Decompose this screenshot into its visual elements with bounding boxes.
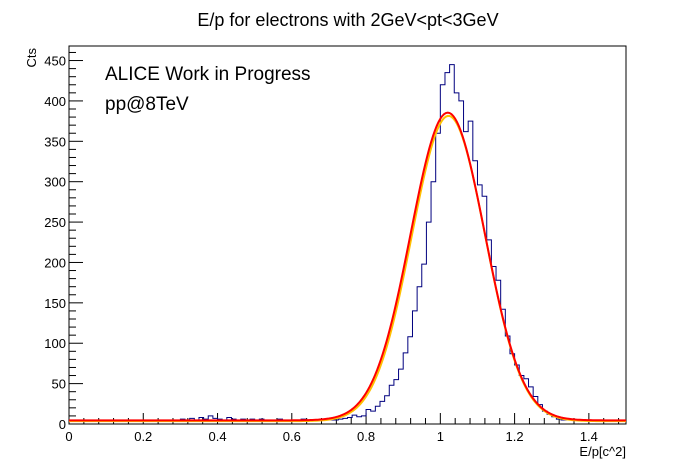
y-tick-label: 50 bbox=[52, 377, 66, 392]
y-tick-label: 250 bbox=[44, 215, 66, 230]
y-tick-label: 100 bbox=[44, 336, 66, 351]
x-tick-label: 0 bbox=[65, 429, 72, 444]
y-tick-label: 400 bbox=[44, 94, 66, 109]
x-tick-label: 0.8 bbox=[357, 429, 375, 444]
x-tick-label: 1 bbox=[437, 429, 444, 444]
fit-curve-red bbox=[69, 111, 626, 422]
histogram-series bbox=[69, 64, 608, 422]
x-axis-label: E/p[c^2] bbox=[579, 444, 626, 459]
annotation-alice: ALICE Work in Progress bbox=[105, 64, 311, 85]
y-tick-label: 450 bbox=[44, 54, 66, 69]
x-tick-label: 1.4 bbox=[580, 429, 598, 444]
chart-title: E/p for electrons with 2GeV<pt<3GeV bbox=[197, 10, 498, 30]
x-tick-label: 1.2 bbox=[506, 429, 524, 444]
x-tick-label: 0.2 bbox=[134, 429, 152, 444]
fit-curve-yellow bbox=[69, 114, 626, 423]
x-tick-label: 0.4 bbox=[208, 429, 226, 444]
y-tick-label: 200 bbox=[44, 255, 66, 270]
y-tick-label: 150 bbox=[44, 296, 66, 311]
y-tick-label: 350 bbox=[44, 134, 66, 149]
x-tick-label: 0.6 bbox=[283, 429, 301, 444]
plot-frame bbox=[68, 45, 627, 425]
y-axis-label: Cts bbox=[24, 48, 39, 68]
y-tick-label: 0 bbox=[59, 417, 66, 432]
y-tick-label: 300 bbox=[44, 175, 66, 190]
annotation-energy: pp@8TeV bbox=[105, 94, 189, 115]
